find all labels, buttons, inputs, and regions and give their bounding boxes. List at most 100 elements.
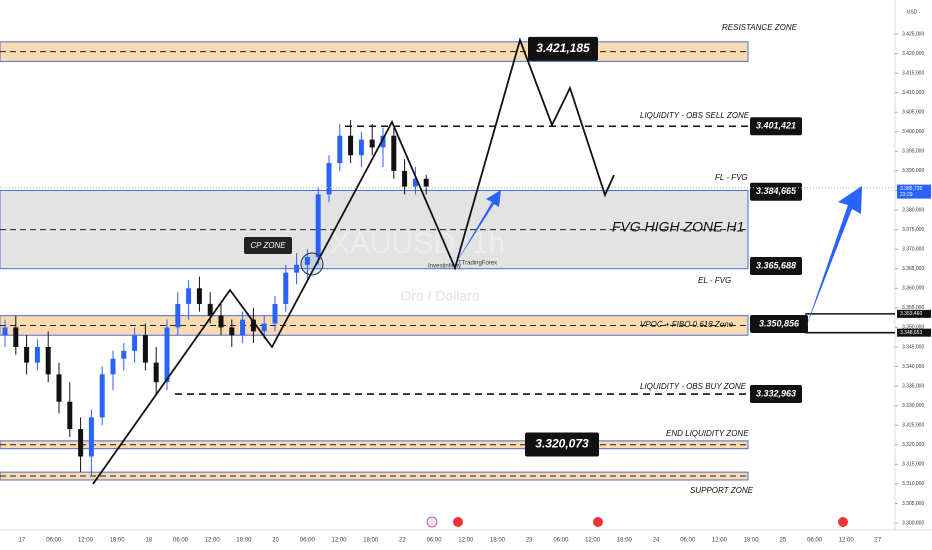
candle-body	[196, 288, 202, 304]
y-tick-label: 3.340,000	[902, 364, 924, 370]
y-tick-label: 3.330,000	[902, 403, 924, 409]
candle-body	[294, 264, 300, 273]
candle-body	[88, 417, 94, 457]
y-tick-label: 3.365,000	[902, 266, 924, 272]
y-tick-label: 3.335,000	[902, 383, 924, 389]
candle-body	[78, 429, 84, 457]
axis-price-label: 3.348,653	[900, 330, 922, 336]
y-tick-label: 3.410,000	[902, 90, 924, 96]
credit: Investinfinity	[428, 264, 461, 270]
candle-body	[315, 194, 321, 257]
zone-label: END LIQUIDITY ZONE	[666, 429, 749, 438]
axis-time-label: 23:29	[900, 192, 913, 198]
y-tick-label: 3.345,000	[902, 344, 924, 350]
price-label: 3.401,421	[756, 121, 796, 131]
x-tick-label: 18:00	[363, 538, 379, 544]
axis-price-box	[897, 184, 931, 199]
candle-body	[380, 135, 386, 148]
price-label: 3.365,688	[756, 260, 796, 270]
zone-label: EL - FVG	[698, 276, 731, 285]
subtitle: Oro / Dollaro	[400, 288, 480, 304]
x-tick-label: 20	[272, 538, 279, 544]
candle-body	[142, 335, 148, 363]
cp-box	[244, 237, 292, 254]
x-tick-label: 18	[145, 538, 152, 544]
cp-label: CP ZONE	[250, 241, 286, 250]
candle-body	[34, 346, 40, 363]
watermark: XAUUSD, 1h	[330, 227, 505, 260]
candle-body	[2, 327, 8, 336]
x-tick-label: 06:00	[173, 538, 189, 544]
candle-body	[391, 135, 397, 171]
axis-price-box	[897, 328, 931, 337]
y-tick-label: 3.380,000	[902, 207, 924, 213]
y-tick-label: 3.415,000	[902, 70, 924, 76]
x-tick-label: 25	[779, 538, 786, 544]
candle-body	[218, 315, 224, 328]
x-tick-label: 12:00	[205, 538, 221, 544]
y-tick-label: 3.395,000	[902, 149, 924, 155]
axis-price-label: 3.385,735	[900, 186, 922, 192]
event-icon[interactable]	[593, 517, 603, 527]
fvg-label: FVG HIGH ZONE H1	[612, 219, 744, 235]
candle-body	[412, 178, 418, 187]
event-icon[interactable]	[426, 516, 438, 528]
price-box	[750, 117, 802, 136]
axis-price-box	[897, 309, 931, 318]
price-box	[525, 432, 599, 457]
price-box	[750, 257, 802, 276]
path-drawing	[92, 37, 615, 485]
y-tick-label: 3.310,000	[902, 481, 924, 487]
candle-body	[99, 374, 105, 418]
x-tick-label: 27	[875, 538, 882, 544]
price-label: 3.332,963	[756, 388, 796, 398]
y-tick-label: 3.375,000	[902, 227, 924, 233]
x-tick-label: 18:00	[744, 538, 760, 544]
x-tick-label: 12:00	[585, 538, 601, 544]
candle-body	[272, 303, 278, 324]
candle-body	[45, 346, 51, 375]
candle-body	[132, 335, 138, 351]
y-tick-label: 3.360,000	[902, 286, 924, 292]
y-tick-label: 3.305,000	[902, 501, 924, 507]
zone-label: LIQUIDITY - OBS BUY ZONE	[640, 382, 747, 391]
arrow	[455, 190, 501, 265]
arrow	[805, 186, 862, 330]
x-tick-label: 18:00	[236, 538, 252, 544]
y-tick-label: 3.320,000	[902, 442, 924, 448]
x-tick-label: 06:00	[46, 538, 62, 544]
x-tick-label: 06:00	[553, 538, 569, 544]
candle-body	[261, 323, 267, 332]
candle-body	[121, 350, 127, 359]
x-tick-label: 06:00	[300, 538, 316, 544]
y-tick-label: 3.425,000	[902, 31, 924, 37]
x-tick-label: 12:00	[712, 538, 728, 544]
candle-body	[358, 139, 364, 156]
x-tick-label: 12:00	[78, 538, 94, 544]
price-label: 3.320,073	[535, 437, 589, 451]
event-icon[interactable]	[838, 517, 848, 527]
price-box	[750, 385, 802, 404]
candle-body	[348, 135, 354, 156]
x-tick-label: 06:00	[427, 538, 443, 544]
zone-label: SUPPORT ZONE	[690, 486, 754, 495]
y-tick-label: 3.315,000	[902, 462, 924, 468]
y-tick-label: 3.420,000	[902, 51, 924, 57]
x-tick-label: 18:00	[110, 538, 126, 544]
price-label: 3.384,665	[756, 186, 797, 196]
price-label: 3.421,185	[536, 41, 590, 55]
candle-body	[56, 374, 62, 402]
price-label: 3.350,856	[759, 318, 800, 328]
zone-label: RESISTANCE ZONE	[722, 23, 798, 32]
price-box	[750, 315, 808, 334]
y-tick-label: 3.300,000	[902, 520, 924, 526]
x-tick-label: 24	[653, 538, 660, 544]
credit: TTradingForex	[458, 261, 497, 267]
event-icon[interactable]	[453, 517, 463, 527]
candle-body	[110, 358, 116, 375]
cp-circle	[300, 252, 324, 276]
x-tick-label: 18:00	[490, 538, 506, 544]
price-box	[528, 36, 598, 61]
x-tick-label: 12:00	[458, 538, 474, 544]
